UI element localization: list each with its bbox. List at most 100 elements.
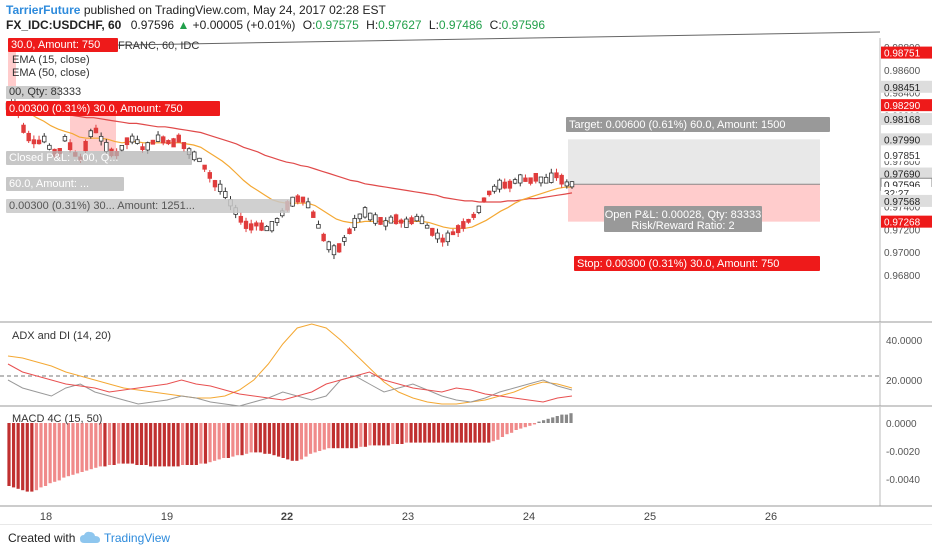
high-label: H: [366,18,379,32]
price-change: +0.00005 (+0.01%) [192,18,296,32]
macd-bar [217,423,221,460]
stop-zone-mid [70,113,116,151]
candle-body [104,141,109,152]
candle-body [145,142,150,151]
candle-body [300,196,306,203]
tradingview-cloud-icon [80,531,100,543]
tradingview-link[interactable]: TradingView [104,531,171,545]
adx-series-minus-di [7,363,573,403]
macd-bar [62,423,66,478]
candle-body [243,220,249,229]
macd-bar [327,423,331,449]
candle-body [497,179,502,190]
candle-body [471,213,476,218]
macd-bar [94,423,98,468]
price-axis-label: 0.97268 [884,218,921,229]
time-tick: 22 [281,511,293,523]
macd-bar [98,423,102,467]
candle-body [83,141,88,152]
candle-body [419,216,425,225]
candle-body [326,241,332,251]
macd-bar [286,423,290,460]
price-tick: 0.97000 [884,248,921,259]
author-link[interactable]: TarrierFuture [6,3,81,17]
price-axis-label-bg [881,99,932,112]
qty-label-bg [6,86,60,99]
macd-bar [299,423,304,460]
macd-bar [258,423,262,453]
candle-body [502,181,507,189]
macd-bar [560,414,564,423]
candle-body [248,223,254,231]
macd-bar [354,423,358,449]
macd-bar [107,423,112,465]
symbol-label[interactable]: FX_IDC:USDCHF, 60 [6,18,122,32]
ema50-legend[interactable]: EMA (50, close) [12,67,90,79]
price-axis-label-bg [881,133,932,146]
macd-bar [25,423,29,492]
macd-bar [304,423,308,457]
candle-body [404,218,409,228]
candle-body [135,139,140,144]
macd-bar [423,423,427,443]
macd-bar [441,423,445,443]
time-tick: 18 [40,511,52,523]
macd-bar [199,423,203,464]
candle-body [569,181,575,188]
macd-bar [308,423,313,454]
candle-body [254,222,259,227]
ema15-legend[interactable]: EMA (15, close) [12,54,90,66]
macd-pane[interactable]: 0.0000 -0.0020 -0.0040 [7,407,920,506]
macd-bar [523,423,527,428]
time-tick: 26 [765,511,777,523]
candle-body [316,224,321,229]
macd-title[interactable]: MACD 4C (15, 50) [12,413,103,425]
macd-bar [340,423,345,449]
candle-body [373,214,378,224]
price-axis-label-bg [881,80,932,93]
macd-bar [313,423,317,453]
macd-bar [176,423,180,467]
macd-bar [532,423,537,425]
macd-bar [432,423,436,443]
candle-body [259,222,264,231]
candle-body [409,217,414,225]
candle-body [554,172,559,179]
macd-bar [446,423,450,443]
candle-body [31,139,37,145]
adx-series-plusminus-di [7,375,573,407]
candle-body [538,176,544,184]
macd-bar [564,414,569,423]
macd-bar [226,423,230,458]
series-legend[interactable]: FRANC, 60, IDC [118,40,200,52]
macd-bar [350,423,354,449]
amount-label: 60.0, Amount: ... [9,178,89,190]
price-pane[interactable]: 30.0, Amount: 750 00, Qty: 83333 0.00300 (… [0,31,932,323]
candle-body [36,139,42,145]
macd-bar [139,423,144,465]
adx-pane[interactable]: 40.0000 20.0000 [0,323,932,407]
target-label-bg [566,117,830,132]
macd-bar [464,423,468,443]
macd-bar [130,423,134,464]
macd-bar [231,423,235,457]
candle-body [414,215,419,222]
macd-bar [208,423,212,463]
price-tick: 0.97800 [884,157,921,168]
macd-bar [404,423,409,443]
time-tick: 24 [523,511,535,523]
macd-tick: 0.0000 [886,419,917,430]
candle-body [362,207,368,218]
macd-bar [409,423,413,443]
candle-body [342,237,347,242]
adx-title[interactable]: ADX and DI (14, 20) [12,330,112,342]
open-pl-label: Open P&L: 0.00028, Qty: 83333 [605,209,762,221]
macd-bar [487,423,491,443]
candle-body [181,142,187,149]
macd-bar [254,423,258,453]
candle-body [543,176,549,184]
candle-body [512,179,518,184]
candle-body [21,124,26,133]
stop-label: Stop: 0.00300 (0.31%) 30.0, Amount: 750 [577,258,779,270]
closed-pl-label-bg [6,151,192,165]
